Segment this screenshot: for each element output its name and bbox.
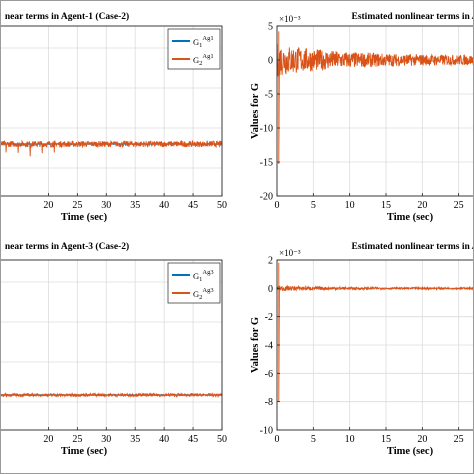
series-G bbox=[276, 31, 474, 165]
x-tick-label: 40 bbox=[159, 200, 169, 211]
y-tick-label: -10 bbox=[260, 124, 273, 135]
legend-entry-label: G1Ag1 bbox=[193, 35, 214, 49]
y-tick-label: 5 bbox=[268, 22, 273, 33]
y-tick-label: -20 bbox=[260, 192, 273, 203]
x-tick-label: 20 bbox=[417, 434, 427, 445]
x-axis-label: Time (sec) bbox=[61, 446, 108, 457]
series-G2Ag3 bbox=[0, 391, 223, 399]
x-tick-label: 10 bbox=[345, 200, 355, 211]
series-G bbox=[276, 262, 474, 402]
chart-title: Estimated nonlinear terms in A bbox=[351, 12, 474, 22]
legend-box bbox=[167, 262, 221, 304]
y-tick-label: 2 bbox=[268, 256, 273, 267]
x-axis-label: Time (sec) bbox=[387, 212, 434, 223]
x-tick-label: 25 bbox=[454, 200, 464, 211]
legend-entry-label: G2Ag3 bbox=[193, 287, 214, 301]
x-tick-label: 25 bbox=[72, 434, 82, 445]
x-tick-label: 50 bbox=[217, 434, 227, 445]
y-tick-label: -10 bbox=[260, 426, 273, 437]
y-tick-label: 0 bbox=[268, 56, 273, 67]
x-tick-label: 35 bbox=[130, 200, 140, 211]
x-tick-label: 45 bbox=[188, 200, 198, 211]
y-tick-label: -4 bbox=[265, 341, 273, 352]
legend-box bbox=[167, 28, 221, 70]
x-tick-label: 0 bbox=[275, 434, 280, 445]
x-tick-label: 20 bbox=[43, 200, 53, 211]
y-axis-label: Values for G bbox=[250, 83, 261, 139]
y-exponent-label: ×10⁻³ bbox=[279, 14, 301, 24]
y-exponent-label: ×10⁻³ bbox=[279, 248, 301, 258]
panel-p3: 20 25 30 35 40 45 50 near terms in Agent-3 (Cas… bbox=[0, 241, 227, 457]
x-axis-label: Time (sec) bbox=[387, 446, 434, 457]
x-tick-label: 10 bbox=[345, 434, 355, 445]
y-tick-label: 0 bbox=[268, 284, 273, 295]
axes-box bbox=[0, 259, 223, 431]
panel-p1: 20 25 30 35 40 45 50 near terms in Agent-1 (Cas… bbox=[0, 11, 227, 223]
legend: G1Ag1 G2Ag1 bbox=[167, 28, 221, 70]
chart-title: near terms in Agent-1 (Case-2) bbox=[5, 11, 129, 22]
y-tick-label: -8 bbox=[265, 397, 273, 408]
legend-entry-label: G2Ag1 bbox=[193, 53, 214, 67]
x-tick-label: 25 bbox=[454, 434, 464, 445]
x-tick-label: 35 bbox=[130, 434, 140, 445]
chart-title: Estimated nonlinear terms in A bbox=[351, 242, 474, 252]
x-tick-label: 15 bbox=[381, 434, 391, 445]
y-tick-label: -5 bbox=[265, 90, 273, 101]
y-tick-label: -2 bbox=[265, 312, 273, 323]
x-tick-label: 15 bbox=[381, 200, 391, 211]
x-tick-label: 5 bbox=[311, 200, 316, 211]
x-tick-label: 50 bbox=[217, 200, 227, 211]
x-tick-label: 20 bbox=[43, 434, 53, 445]
x-tick-label: 20 bbox=[417, 200, 427, 211]
axes-box bbox=[0, 25, 223, 197]
x-tick-label: 0 bbox=[275, 200, 280, 211]
series-G2Ag1 bbox=[0, 139, 223, 157]
x-tick-label: 25 bbox=[72, 200, 82, 211]
y-tick-label: -6 bbox=[265, 369, 273, 380]
panel-p2: 0 5 10 15 20 25 5 0 -5 -10 -15 -20 ×10⁻³ Estimated no… bbox=[250, 12, 474, 223]
y-axis-label: Values for G bbox=[250, 317, 261, 373]
x-tick-label: 45 bbox=[188, 434, 198, 445]
legend-entry-label: G1Ag3 bbox=[193, 269, 214, 283]
legend: G1Ag3 G2Ag3 bbox=[167, 262, 221, 304]
chart-title: near terms in Agent-3 (Case-2) bbox=[5, 241, 129, 252]
x-axis-label: Time (sec) bbox=[61, 212, 108, 223]
x-tick-label: 5 bbox=[311, 434, 316, 445]
x-tick-label: 30 bbox=[101, 434, 111, 445]
axes-box bbox=[276, 25, 474, 197]
x-tick-label: 30 bbox=[101, 200, 111, 211]
y-tick-label: -15 bbox=[260, 158, 273, 169]
x-tick-label: 40 bbox=[159, 434, 169, 445]
